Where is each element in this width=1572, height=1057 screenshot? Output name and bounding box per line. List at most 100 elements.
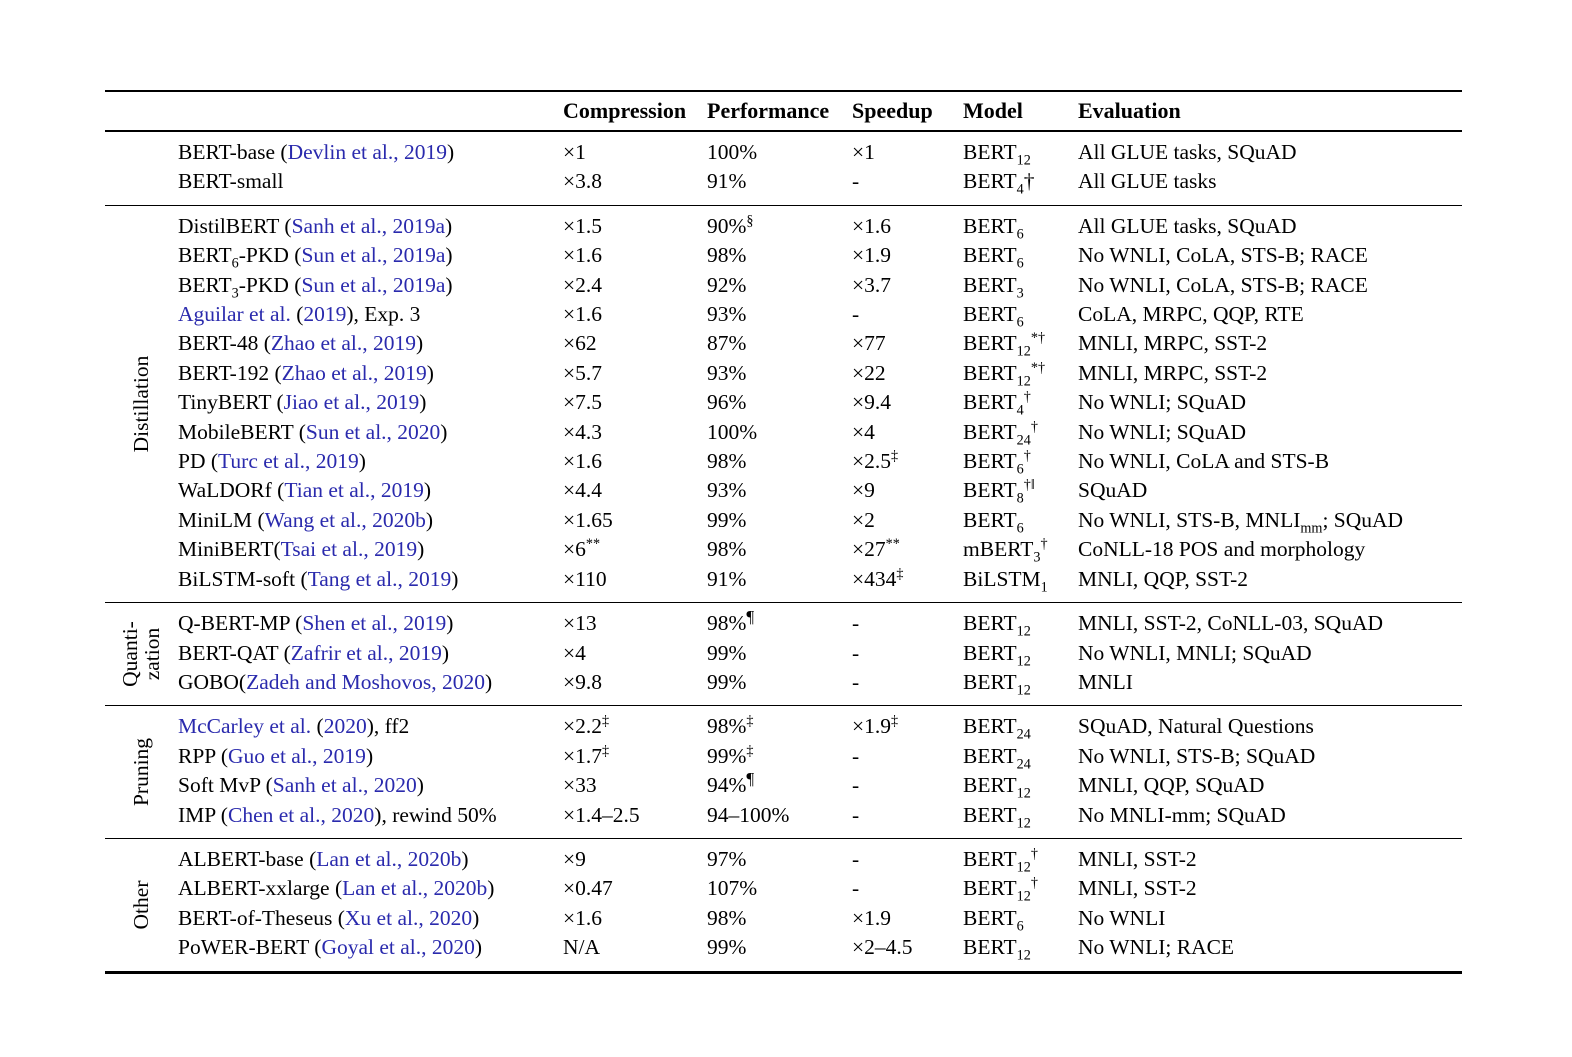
citation-link[interactable]: Jiao et al., 2019 [283,390,420,415]
model-cell: BERT12 [963,935,1031,964]
method-name-cell: BiLSTM-soft (Tang et al., 2019) [178,566,459,591]
method-name-cell: MiniBERT(Tsai et al., 2019) [178,537,425,562]
method-name-cell: TinyBERT (Jiao et al., 2019) [178,390,427,415]
model-cell: BERT6 [963,507,1024,537]
speedup-cell: ×434‡ [852,565,904,591]
citation-link[interactable]: 2019 [303,302,347,327]
performance-cell: 100% [707,140,758,164]
compression-cell: ×9 [563,846,586,871]
citation-link[interactable]: Tian et al., 2019 [284,478,424,503]
group-label-cell: Pruning [105,706,178,839]
evaluation-cell: No WNLI, STS-B, MNLImm; SQuAD [1078,507,1404,537]
evaluation-cell: No WNLI, CoLA, STS-B; RACE [1078,272,1368,297]
table-row: MiniLM (Wang et al., 2020b) ×1.65 99% ×2 BER… [105,506,1462,535]
performance-cell: 98% [707,905,747,930]
citation-link[interactable]: Turc et al., 2019 [218,449,359,474]
col-header-performance: Performance [707,98,830,123]
citation-link[interactable]: Devlin et al., 2019 [287,140,448,164]
model-cell: BERT12 [963,611,1031,640]
compression-cell: ×1.5 [563,213,603,238]
citation-link[interactable]: Tsai et al., 2019 [280,537,418,562]
speedup-cell: ×3.7 [852,272,892,297]
performance-cell: 107% [707,876,758,901]
table-row: BERT-QAT (Zafrir et al., 2019) ×4 99% - BERT… [105,639,1462,668]
evaluation-cell: No WNLI; RACE [1078,935,1235,960]
table-row: Distillation DistilBERT (Sanh et al., 201… [105,205,1462,453]
col-header-evaluation: Evaluation [1078,98,1181,123]
citation-link[interactable]: Zhao et al., 2019 [281,360,427,385]
evaluation-cell: MNLI, MRPC, SST-2 [1078,360,1268,385]
model-cell: BERT6 [963,243,1024,272]
citation-link[interactable]: Xu et al., 2020 [344,905,473,930]
citation-link[interactable]: Sanh et al., 2019a [291,213,446,238]
speedup-cell: ×1.9‡ [852,713,899,739]
citation-link[interactable]: Goyal et al., 2020 [321,935,475,960]
citation-link[interactable]: Shen et al., 2019 [302,611,447,636]
performance-cell: 100% [707,419,758,444]
evaluation-cell: No WNLI, CoLA and STS-B [1078,449,1330,474]
performance-cell: 97% [707,846,747,871]
method-name-cell: MiniLM (Wang et al., 2020b) [178,507,434,532]
model-cell: BERT12*† [963,359,1046,390]
speedup-cell: ×9 [852,478,875,503]
citation-link[interactable]: Zafrir et al., 2019 [290,640,442,665]
citation-link[interactable]: Aguilar et al. [178,302,291,327]
model-cell: BERT3 [963,272,1024,301]
evaluation-cell: No WNLI, MNLI; SQuAD [1078,640,1312,665]
table-row: IMP (Chen et al., 2020), rewind 50% ×1.4–… [105,801,1462,839]
performance-cell: 93% [707,360,747,385]
header-name-spacer [178,91,563,131]
citation-link[interactable]: Tang et al., 2019 [307,566,452,591]
citation-link[interactable]: Zhao et al., 2019 [270,331,416,356]
method-name-cell: Aguilar et al. (2019), Exp. 3 [178,302,421,327]
speedup-cell: ×4 [852,419,875,444]
model-cell: BERT4† [963,389,1031,419]
evaluation-cell: MNLI, QQP, SQuAD [1078,773,1265,798]
model-cell: BERT24† [963,418,1038,448]
compression-cell: ×1.6 [563,243,603,268]
performance-cell: 94–100% [707,802,790,827]
evaluation-cell: All GLUE tasks, SQuAD [1078,140,1297,164]
citation-link[interactable]: Sun et al., 2020 [305,419,441,444]
header-row: Compression Performance Speedup Model Ev… [105,91,1462,131]
compression-cell: ×9.8 [563,669,603,694]
speedup-cell: ×22 [852,360,886,385]
citation-link[interactable]: Guo et al., 2019 [228,743,366,768]
group-label-cell: Distillation [105,205,178,602]
table-row: PD (Turc et al., 2019) ×1.6 98% ×2.5‡ BERT6†… [105,447,1462,477]
citation-link[interactable]: Sun et al., 2019a [301,243,446,268]
method-name-cell: Soft MvP (Sanh et al., 2020) [178,773,424,798]
citation-link[interactable]: Chen et al., 2020 [227,802,375,827]
compression-cell: ×4.3 [563,419,603,444]
group-label: Quanti-zation [117,621,164,688]
table-row: Quanti-zation Q-BERT-MP (Shen et al., 201… [105,603,1462,687]
method-name-cell: BERT-192 (Zhao et al., 2019) [178,360,434,385]
citation-link[interactable]: McCarley et al. [178,714,312,739]
speedup-cell: - [852,876,860,901]
citation-link[interactable]: Sun et al., 2019a [301,272,446,297]
compression-cell: ×1.6 [563,905,603,930]
table-row: ALBERT-xxlarge (Lan et al., 2020b) ×0.47 1… [105,874,1462,904]
method-name-cell: BERT-QAT (Zafrir et al., 2019) [178,640,450,665]
speedup-cell: ×2 [852,507,875,532]
table-row: Aguilar et al. (2019), Exp. 3 ×1.6 93% - BER… [105,300,1462,329]
table-row: BERT-of-Theseus (Xu et al., 2020) ×1.6 98%… [105,904,1462,933]
citation-link[interactable]: Lan et al., 2020b [316,846,462,871]
citation-link[interactable]: Lan et al., 2020b [342,876,488,901]
speedup-cell: ×2.5‡ [852,447,899,474]
citation-link[interactable]: Sanh et al., 2020 [272,773,417,798]
citation-link[interactable]: Zadeh and Moshovos, 2020 [246,669,485,694]
compression-cell: ×1 [563,140,586,164]
citation-link[interactable]: Wang et al., 2020b [264,507,426,532]
model-cell: BERT12*† [963,330,1046,360]
citation-link[interactable]: 2020 [323,714,367,739]
evaluation-cell: All GLUE tasks [1078,169,1217,194]
table-section-distillation: Distillation DistilBERT (Sanh et al., 201… [105,205,1462,602]
performance-cell: 96% [707,390,747,415]
speedup-cell: - [852,302,860,327]
method-name-cell: BERT-48 (Zhao et al., 2019) [178,331,424,356]
evaluation-cell: No MNLI-mm; SQuAD [1078,802,1286,827]
table-section-baseline: BERT-base (Devlin et al., 2019) ×1 100% ×1 B… [105,131,1462,205]
col-header-speedup: Speedup [852,98,933,123]
table-row: BERT-48 (Zhao et al., 2019) ×62 87% ×77 BERT… [105,329,1462,360]
